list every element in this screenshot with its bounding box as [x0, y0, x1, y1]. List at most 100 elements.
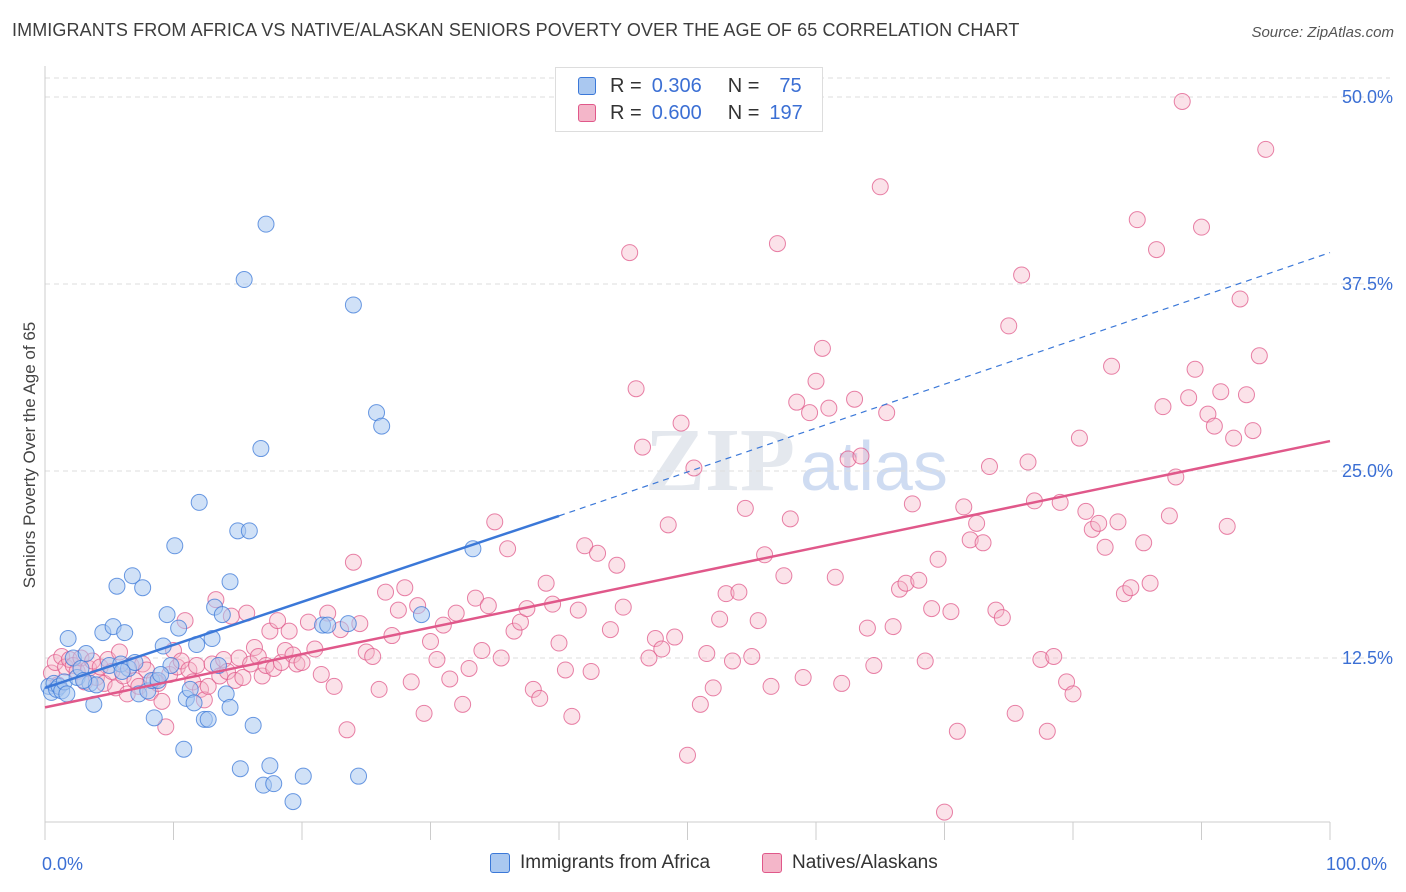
natives-point [852, 447, 870, 465]
natives-point [199, 677, 217, 695]
y-tick-label: 37.5% [1342, 274, 1393, 294]
africa-point [350, 767, 368, 785]
natives-point [157, 718, 175, 736]
pink-square-icon [762, 853, 782, 873]
natives-point [447, 604, 465, 622]
natives-point [903, 495, 921, 513]
y-tick-label: 12.5% [1342, 648, 1393, 668]
natives-point [897, 574, 915, 592]
natives-point [884, 618, 902, 636]
legend-label-africa: Immigrants from Africa [520, 852, 711, 873]
natives-point [942, 603, 960, 621]
africa-point [113, 662, 131, 680]
natives-point [1019, 453, 1037, 471]
legend-row-natives: R = 0.600 N = 197 [578, 101, 803, 125]
natives-point [826, 568, 844, 586]
natives-point [473, 642, 491, 660]
natives-point [1180, 389, 1198, 407]
n-label: N = [727, 101, 760, 124]
legend-row-africa: R = 0.306 N = 75 [578, 74, 802, 98]
natives-point [948, 722, 966, 740]
natives-point [871, 178, 889, 196]
natives-point [466, 589, 484, 607]
natives-point [929, 550, 947, 568]
natives-point [711, 610, 729, 628]
africa-point [59, 630, 77, 648]
africa-point [213, 606, 231, 624]
natives-point [1070, 429, 1088, 447]
natives-point [679, 746, 696, 764]
africa-point [190, 493, 208, 511]
y-tick-label: 50.0% [1342, 87, 1393, 107]
natives-point [1013, 266, 1031, 284]
natives-point [653, 640, 671, 658]
africa-point [252, 440, 270, 458]
chart-title: IMMIGRANTS FROM AFRICA VS NATIVE/ALASKAN… [12, 20, 1020, 40]
africa-point [235, 271, 253, 289]
natives-point [188, 656, 206, 674]
africa-point [166, 537, 184, 555]
blue-swatch-icon [578, 77, 596, 95]
natives-point [923, 600, 941, 618]
natives-point [980, 458, 998, 476]
natives-point [807, 372, 825, 390]
natives-point [524, 680, 542, 698]
natives-point [993, 609, 1011, 627]
africa-point [265, 775, 283, 793]
natives-point [377, 583, 395, 601]
natives-point [775, 567, 793, 585]
natives-point [1218, 517, 1236, 535]
natives-point [685, 459, 703, 477]
natives-point [614, 598, 632, 616]
africa-point [373, 417, 391, 435]
natives-trend-line [44, 439, 1331, 709]
africa-point [175, 740, 193, 758]
natives-point [234, 668, 252, 686]
africa-point [77, 645, 95, 663]
natives-point [245, 639, 263, 657]
africa-point [244, 716, 262, 734]
natives-point [1038, 722, 1056, 740]
natives-point [1148, 241, 1166, 259]
natives-point [781, 510, 799, 528]
africa-point [116, 624, 134, 642]
r-value: 0.600 [651, 101, 702, 124]
natives-point [428, 650, 446, 668]
natives-point [961, 531, 979, 549]
natives-point [749, 612, 767, 630]
natives-point [338, 721, 356, 739]
natives-point [1006, 704, 1024, 722]
natives-point [839, 450, 857, 468]
natives-point [659, 516, 677, 534]
natives-point [916, 652, 934, 670]
natives-point [1115, 585, 1133, 603]
africa-point [231, 760, 249, 778]
natives-point [370, 680, 388, 698]
natives-point [589, 544, 607, 562]
natives-point [153, 692, 171, 710]
natives-point [717, 585, 735, 603]
natives-point [563, 707, 581, 725]
natives-point [1141, 574, 1159, 592]
natives-point [910, 571, 928, 589]
series-legend: Immigrants from Africa Natives/Alaskans [0, 850, 1406, 880]
natives-point [813, 339, 831, 357]
natives-point [1160, 507, 1178, 525]
natives-point [312, 665, 330, 683]
africa-point [221, 573, 239, 591]
natives-point [389, 601, 407, 619]
natives-point [846, 390, 864, 408]
r-value: 0.306 [651, 74, 702, 97]
natives-point [576, 537, 594, 555]
africa-point [58, 685, 76, 703]
africa-point [221, 698, 239, 716]
africa-point [108, 577, 126, 595]
natives-point [569, 601, 587, 619]
natives-point [1257, 140, 1275, 158]
natives-point [293, 653, 311, 671]
natives-point [299, 613, 317, 631]
africa-point [158, 606, 176, 624]
africa-point [185, 694, 203, 712]
x-tick-max: 100.0% [1326, 854, 1388, 874]
natives-point [396, 579, 414, 597]
